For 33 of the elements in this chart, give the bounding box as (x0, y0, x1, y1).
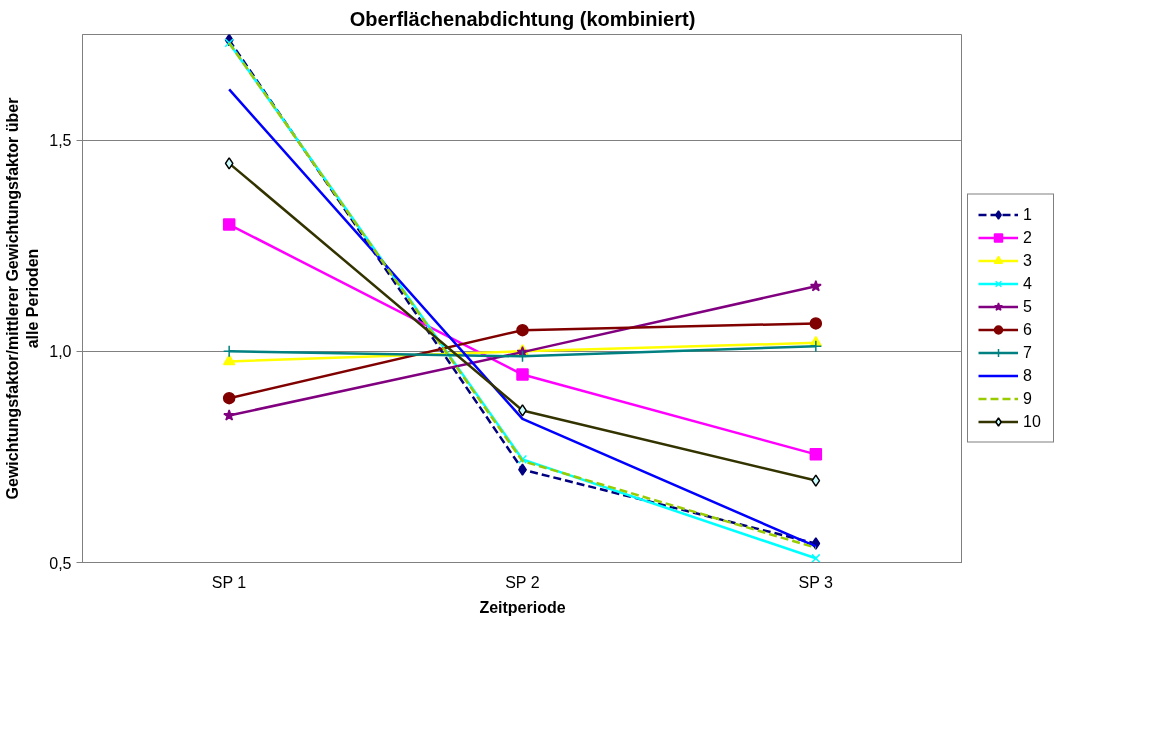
legend-label: 10 (1023, 412, 1042, 431)
x-tick-label: SP 2 (505, 573, 540, 591)
point (516, 323, 529, 337)
point (222, 354, 236, 366)
legend-label: 9 (1023, 389, 1033, 408)
point (222, 391, 236, 405)
point (809, 448, 823, 461)
point (517, 454, 528, 465)
x-axis-title: Zeitperiode (479, 598, 566, 616)
legend-label: 2 (1023, 228, 1033, 247)
y-tick-label: 1,0 (49, 343, 72, 361)
point (811, 553, 821, 563)
legend-label: 8 (1023, 366, 1033, 385)
y-axis-title: Gewichtungsfaktor/mittlerer Gewichtungsfaktor über alle Perioden (3, 97, 42, 500)
point (809, 280, 822, 292)
point (224, 38, 234, 48)
legend-label: 6 (1023, 320, 1033, 339)
legend-label: 5 (1023, 297, 1033, 316)
legend-label: 1 (1023, 205, 1033, 224)
point (223, 409, 236, 421)
chart-title: Oberflächenabdichtung (kombiniert) (349, 7, 696, 30)
legend-label: 3 (1023, 251, 1033, 270)
point (222, 218, 236, 231)
x-tick-label: SP 3 (798, 573, 833, 591)
point (809, 339, 823, 353)
x-tick-label: SP 1 (211, 573, 247, 591)
y-tick-label: 1,5 (49, 132, 72, 150)
point (809, 317, 823, 330)
point (516, 368, 529, 381)
y-tick-label: 0,5 (49, 554, 72, 572)
point (222, 345, 236, 358)
legend-label: 4 (1023, 274, 1033, 293)
legend-label: 7 (1023, 343, 1033, 362)
